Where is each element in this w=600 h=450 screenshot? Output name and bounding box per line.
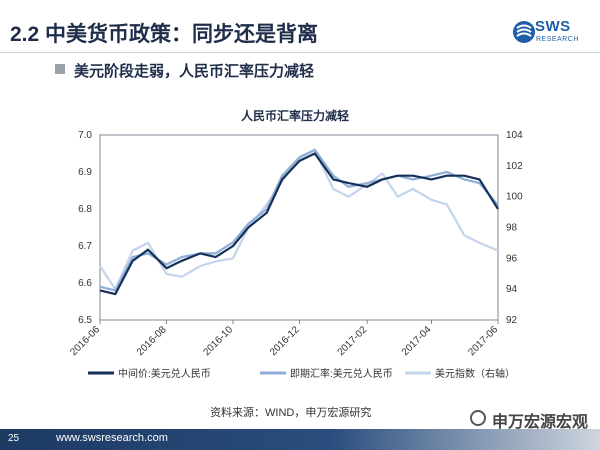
right-tick-label: 102 xyxy=(506,161,523,172)
wechat-label: 申万宏源宏观 xyxy=(468,408,588,432)
title-divider xyxy=(0,52,600,53)
legend-label: 中间价:美元兑人民币 xyxy=(118,367,211,380)
right-tick-label: 98 xyxy=(506,223,518,234)
x-tick-label: 2016-12 xyxy=(268,324,302,358)
left-tick-label: 6.8 xyxy=(78,204,92,215)
series-line xyxy=(99,148,499,292)
plot-frame xyxy=(99,134,499,321)
exchange-rate-chart: 人民币汇率压力减轻 6.5 6.6 6.7 6.8 6.9 7.0 92 94 96 98 100… xyxy=(68,108,523,380)
series-layer xyxy=(99,148,499,296)
left-tick-label: 6.5 xyxy=(78,315,92,326)
right-tick-label: 104 xyxy=(506,130,523,141)
footer-bar xyxy=(0,429,600,450)
left-tick-label: 6.9 xyxy=(78,167,92,178)
x-tick-label: 2016-06 xyxy=(68,324,102,358)
page-number: 25 xyxy=(8,433,20,444)
x-tick-label: 2017-02 xyxy=(336,324,370,358)
wechat-label-text: 申万宏源宏观 xyxy=(492,414,589,431)
x-tick-label: 2017-04 xyxy=(400,324,434,358)
right-tick-label: 94 xyxy=(506,284,518,295)
bullet-square-icon xyxy=(55,64,65,74)
series-line xyxy=(99,152,499,296)
legend-label: 即期汇率:美元兑人民币 xyxy=(290,367,393,380)
legend-label: 美元指数（右轴） xyxy=(435,367,515,380)
subtitle: 美元阶段走弱，人民币汇率压力减轻 xyxy=(74,63,315,80)
right-tick-label: 92 xyxy=(506,315,518,326)
chart-title: 人民币汇率压力减轻 xyxy=(241,108,349,123)
left-tick-label: 6.6 xyxy=(78,278,92,289)
logo-subtext: RESEARCH xyxy=(536,36,579,43)
left-tick-label: 6.7 xyxy=(78,241,92,252)
left-axis: 6.5 6.6 6.7 6.8 6.9 7.0 xyxy=(78,130,92,326)
right-tick-label: 100 xyxy=(506,192,523,203)
x-tick-label: 2017-06 xyxy=(466,324,500,358)
right-tick-label: 96 xyxy=(506,253,518,264)
x-tick-label: 2016-08 xyxy=(135,324,169,358)
right-axis: 92 94 96 98 100 102 104 xyxy=(506,130,523,326)
left-tick-label: 7.0 xyxy=(78,130,92,141)
legend: 中间价:美元兑人民币 即期汇率:美元兑人民币 美元指数（右轴） xyxy=(88,367,515,380)
source-note: 资料来源：WIND，申万宏源研究 xyxy=(210,407,372,419)
x-axis: 2016-06 2016-08 2016-10 2016-12 2017-02 2017-… xyxy=(68,320,500,358)
x-tick-label: 2016-10 xyxy=(201,324,235,358)
footer-url[interactable]: www.swsresearch.com xyxy=(56,432,168,444)
series-line xyxy=(99,149,499,291)
sws-logo-icon xyxy=(513,21,535,43)
slide-title: 2.2 中美货币政策：同步还是背离 xyxy=(10,23,319,46)
logo-text: SWS xyxy=(535,18,571,35)
wechat-icon xyxy=(470,410,486,426)
